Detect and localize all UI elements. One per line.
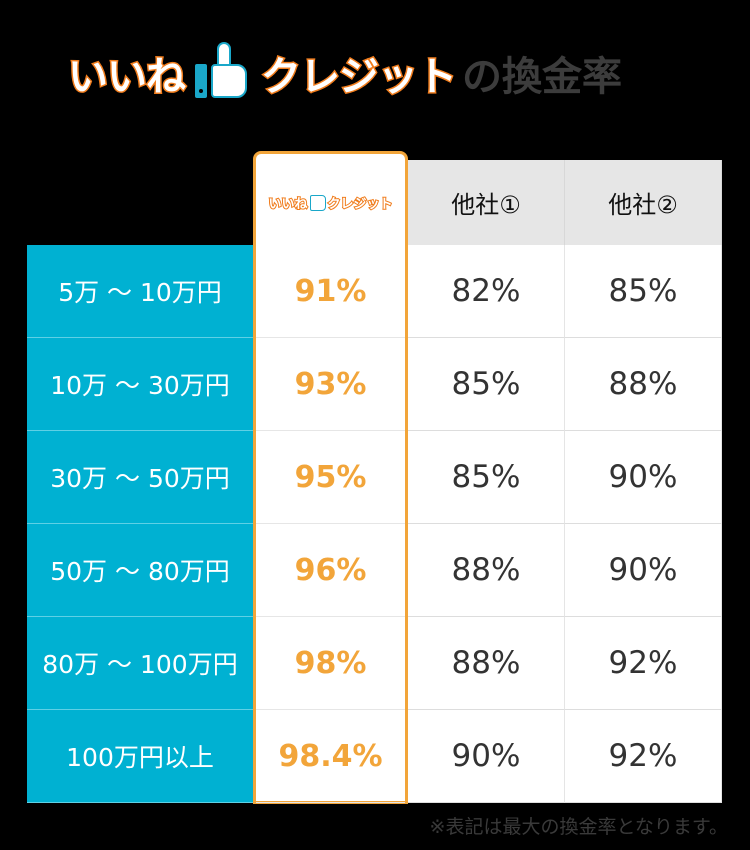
- row-range-label-value: 5万 ～ 10万円: [58, 278, 222, 307]
- row-range-label: 80万 ～ 100万円: [27, 617, 253, 710]
- title-suffix: の換金率: [462, 54, 622, 100]
- rate-ours-value: 91%: [294, 273, 367, 309]
- row-range-label-value: 50万 ～ 80万円: [50, 557, 230, 586]
- thumbs-up-icon: [189, 42, 257, 104]
- rate-other-1: 88%: [408, 617, 565, 710]
- rate-ours-value: 96%: [294, 552, 367, 588]
- rate-ours: 91%: [256, 245, 405, 338]
- footnote: ※表記は最大の換金率となります。: [429, 816, 728, 838]
- rate-other-1-value: 85%: [451, 459, 521, 495]
- rate-ours: 95%: [256, 431, 405, 524]
- rate-other-2-value: 92%: [608, 738, 678, 774]
- rate-other-1-value: 90%: [451, 738, 521, 774]
- rate-other-1: 90%: [408, 710, 565, 803]
- rate-ours-value: 95%: [294, 459, 367, 495]
- highlight-column: [253, 151, 408, 804]
- rate-other-2: 88%: [565, 338, 722, 431]
- rate-ours: 98%: [256, 617, 405, 710]
- rate-other-1-value: 85%: [451, 366, 521, 402]
- rate-other-1: 82%: [408, 245, 565, 338]
- rate-other-1-value: 88%: [451, 645, 521, 681]
- thumbs-up-icon: [309, 194, 326, 211]
- brand-logo-small: いいね クレジット: [267, 193, 394, 213]
- rate-other-1: 85%: [408, 338, 565, 431]
- rate-other-2: 90%: [565, 524, 722, 617]
- row-range-label: 100万円以上: [27, 710, 253, 803]
- header-other-1: 他社①: [408, 160, 565, 245]
- brand-name-right: クレジット: [260, 53, 459, 102]
- rate-other-1: 85%: [408, 431, 565, 524]
- rate-ours-value: 98%: [294, 645, 367, 681]
- rate-other-1: 88%: [408, 524, 565, 617]
- rate-other-2-value: 88%: [608, 366, 678, 402]
- rate-other-2-value: 85%: [608, 273, 678, 309]
- rate-other-2-value: 90%: [608, 552, 678, 588]
- page-title: いいね クレジット の換金率: [67, 38, 622, 108]
- header-ours: いいね クレジット: [256, 160, 405, 245]
- rate-ours-value: 98.4%: [278, 738, 383, 774]
- header-label: 他社①: [451, 191, 521, 219]
- rate-other-2: 85%: [565, 245, 722, 338]
- rate-ours: 96%: [256, 524, 405, 617]
- rate-ours: 93%: [256, 338, 405, 431]
- row-range-label-value: 10万 ～ 30万円: [50, 371, 230, 400]
- rate-other-1-value: 88%: [451, 552, 521, 588]
- rate-other-2-value: 90%: [608, 459, 678, 495]
- row-range-label: 50万 ～ 80万円: [27, 524, 253, 617]
- rate-other-2: 90%: [565, 431, 722, 524]
- row-range-label: 30万 ～ 50万円: [27, 431, 253, 524]
- header-label: 他社②: [608, 191, 678, 219]
- row-range-label-value: 100万円以上: [66, 743, 214, 772]
- rate-other-2: 92%: [565, 710, 722, 803]
- row-range-label: 10万 ～ 30万円: [27, 338, 253, 431]
- brand-name-left: いいね: [67, 53, 188, 102]
- row-range-label-value: 80万 ～ 100万円: [42, 650, 238, 679]
- rate-ours: 98.4%: [256, 710, 405, 803]
- rate-other-2-value: 92%: [608, 645, 678, 681]
- row-range-label-value: 30万 ～ 50万円: [50, 464, 230, 493]
- header-other-2: 他社②: [565, 160, 722, 245]
- rate-ours-value: 93%: [294, 366, 367, 402]
- rate-other-2: 92%: [565, 617, 722, 710]
- rate-other-1-value: 82%: [451, 273, 521, 309]
- row-range-label: 5万 ～ 10万円: [27, 245, 253, 338]
